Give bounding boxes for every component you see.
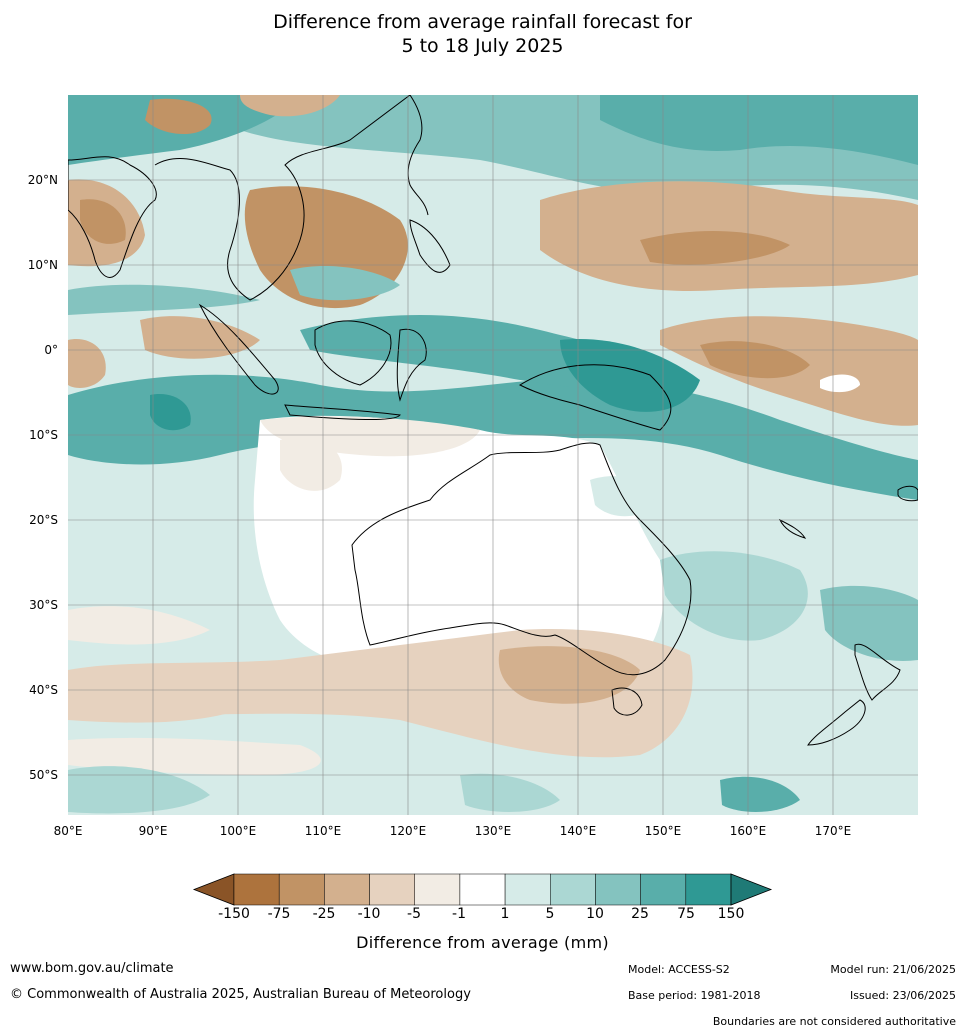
title-line-2: 5 to 18 July 2025 bbox=[401, 35, 564, 57]
lon-tick: 80°E bbox=[54, 824, 83, 838]
region-borneo-wet bbox=[290, 265, 400, 301]
colorbar-swatch bbox=[685, 873, 732, 906]
lon-tick: 90°E bbox=[139, 824, 168, 838]
region-southern-io-slight-dry bbox=[68, 606, 210, 645]
colorbar-label: 75 bbox=[677, 906, 695, 922]
lon-tick: 120°E bbox=[390, 824, 427, 838]
borneo-coast bbox=[314, 320, 392, 386]
colorbar-label: 1 bbox=[500, 906, 510, 922]
region-andaman-dry bbox=[140, 316, 260, 359]
tasmania-coast bbox=[611, 687, 643, 716]
lat-tick: 50°S bbox=[29, 768, 58, 782]
region-far-south-slight-dry bbox=[68, 737, 321, 775]
region-pacific-dry-core bbox=[640, 230, 790, 265]
region-tibet-dry bbox=[145, 98, 212, 135]
sulawesi-coast bbox=[396, 328, 427, 402]
region-far-south-wet bbox=[68, 766, 210, 814]
rainfall-field bbox=[68, 95, 918, 815]
region-indian-ocean-dry bbox=[68, 339, 106, 388]
region-china-dry bbox=[240, 95, 340, 117]
lat-tick: 20°S bbox=[29, 513, 58, 527]
colorbar-swatch bbox=[369, 873, 415, 906]
colorbar-swatch bbox=[504, 873, 551, 906]
website-link[interactable]: www.bom.gov.au/climate bbox=[10, 961, 174, 976]
region-equatorial-indian-ocean bbox=[68, 284, 260, 315]
colorbar-label: -25 bbox=[312, 906, 336, 922]
colorbar-swatch bbox=[595, 873, 641, 906]
lat-tick-labels: 20°N 10°N 0° 10°S 20°S 30°S 40°S 50°S bbox=[28, 173, 58, 782]
issued-text: Issued: 23/06/2025 bbox=[849, 989, 956, 1002]
region-new-zealand-north-wet bbox=[820, 585, 918, 661]
colorbar-label: 25 bbox=[631, 906, 649, 922]
region-victoria-dry bbox=[498, 646, 640, 704]
region-southern-ocean-wet-east bbox=[720, 776, 800, 812]
colorbar-title: Difference from average (mm) bbox=[356, 933, 609, 952]
colorbar-label: -1 bbox=[452, 906, 466, 922]
region-nw-pacific-wet bbox=[600, 95, 918, 165]
colorbar-swatch bbox=[414, 873, 461, 906]
model-text: Model: ACCESS-S2 bbox=[628, 963, 730, 976]
lat-tick: 10°S bbox=[29, 428, 58, 442]
region-australia-neutral bbox=[253, 415, 664, 672]
china-coast bbox=[407, 95, 429, 216]
australia-coast bbox=[351, 442, 692, 676]
colorbar-swatch bbox=[640, 873, 687, 906]
region-new-guinea-wet bbox=[560, 339, 700, 412]
colorbar-swatch bbox=[278, 873, 325, 906]
model-run-text: Model run: 21/06/2025 bbox=[830, 963, 956, 976]
colorbar-swatch bbox=[324, 873, 370, 906]
region-tasman-wet bbox=[660, 551, 808, 641]
region-india-dry-core bbox=[80, 199, 126, 244]
java-coast bbox=[284, 404, 401, 421]
graticule bbox=[68, 95, 918, 815]
new-caledonia-coast bbox=[778, 518, 807, 539]
region-pacific-neutral bbox=[820, 374, 860, 393]
title-line-1: Difference from average rainfall forecas… bbox=[273, 11, 692, 33]
colorbar-swatch bbox=[550, 873, 596, 906]
nz-south-coast bbox=[807, 699, 866, 746]
copyright-text: © Commonwealth of Australia 2025, Austra… bbox=[10, 987, 471, 1002]
lon-tick-labels: 80°E 90°E 100°E 110°E 120°E 130°E 140°E … bbox=[54, 824, 852, 838]
lon-tick: 110°E bbox=[305, 824, 342, 838]
colorbar-label: -150 bbox=[218, 906, 250, 922]
lon-tick: 170°E bbox=[815, 824, 852, 838]
lat-tick: 20°N bbox=[28, 173, 58, 187]
philippines-coast bbox=[409, 219, 451, 273]
colorbar-label: 5 bbox=[545, 906, 555, 922]
colorbar-swatch bbox=[459, 873, 506, 906]
colorbar-extend-high bbox=[730, 873, 773, 906]
sumatra-coast bbox=[198, 303, 279, 395]
fiji-coast bbox=[897, 485, 918, 502]
lon-tick: 130°E bbox=[475, 824, 512, 838]
nz-north-coast bbox=[854, 643, 901, 701]
colorbar-label: 10 bbox=[586, 906, 604, 922]
lon-tick: 100°E bbox=[220, 824, 257, 838]
colorbar-label: -75 bbox=[267, 906, 291, 922]
disclaimer-text: Boundaries are not considered authoritat… bbox=[712, 1015, 956, 1028]
base-period-text: Base period: 1981-2018 bbox=[628, 989, 761, 1002]
lat-tick: 10°N bbox=[28, 258, 58, 272]
se-asia-coast bbox=[154, 95, 411, 301]
region-kimberley-slight-dry bbox=[280, 437, 342, 491]
colorbar bbox=[192, 873, 773, 906]
colorbar-label: -5 bbox=[407, 906, 421, 922]
region-southern-io-dry bbox=[68, 688, 260, 723]
colorbar-label: 150 bbox=[717, 906, 745, 922]
colorbar-swatch bbox=[233, 873, 280, 906]
lat-tick: 30°S bbox=[29, 598, 58, 612]
region-indian-ocean-wet bbox=[150, 394, 191, 431]
colorbar-extend-low bbox=[192, 873, 235, 906]
lon-tick: 160°E bbox=[730, 824, 767, 838]
region-pacific-dry-east-core bbox=[700, 341, 810, 379]
map-title: Difference from average rainfall forecas… bbox=[0, 10, 965, 58]
india-coast bbox=[68, 156, 157, 278]
colorbar-label: -10 bbox=[357, 906, 381, 922]
region-southern-ocean-wet bbox=[460, 773, 560, 812]
lon-tick: 140°E bbox=[560, 824, 597, 838]
lat-tick: 0° bbox=[44, 343, 58, 357]
lat-tick: 40°S bbox=[29, 683, 58, 697]
lon-tick: 150°E bbox=[645, 824, 682, 838]
